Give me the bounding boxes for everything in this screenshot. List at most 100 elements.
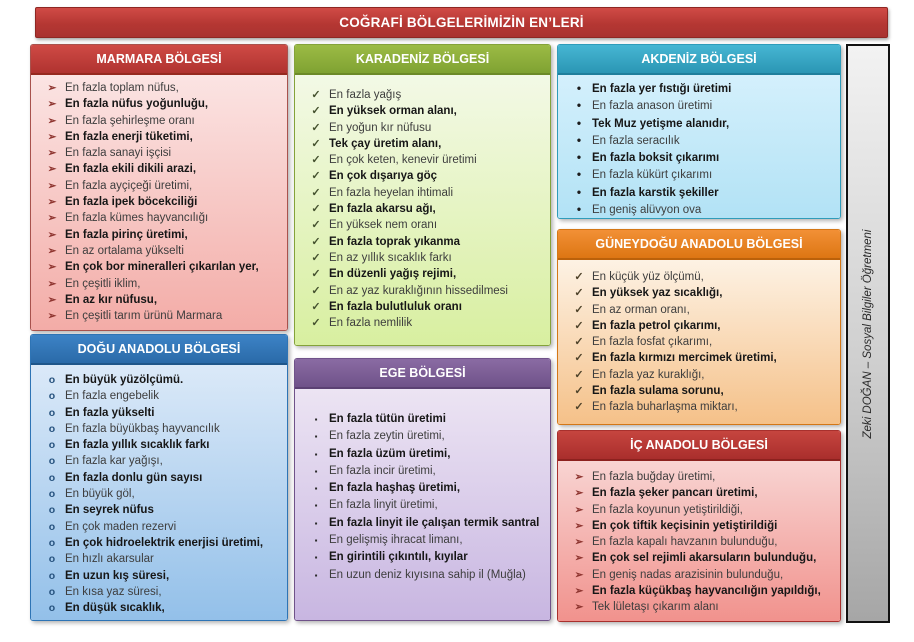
list-item: • En fazla karstik şekiller [566, 184, 836, 201]
dot-bullet-icon: • [576, 132, 582, 147]
dot-bullet-icon: • [576, 81, 582, 95]
item-text: En çok hidroelektrik enerjisi üretimi, [65, 536, 264, 549]
dot-bullet-icon: • [576, 115, 582, 130]
panel-akdeniz-list: • En fazla yer fıstığı üretimi • En fazla a… [558, 75, 840, 218]
list-item: ✓ En fazla yaz kuraklığı, [566, 367, 836, 383]
item-text: En az ortalama yükselti [65, 244, 184, 257]
item-text: En çok keten, kenevir üretimi [329, 154, 477, 167]
circle-bullet-icon: o [48, 439, 56, 452]
checkmark-bullet-icon: ✓ [574, 352, 584, 365]
arrow-bullet-icon: ➢ [47, 114, 57, 127]
panel-karadeniz-header: KARADENİZ BÖLGESİ [295, 45, 550, 75]
arrow-bullet-icon: ➢ [47, 179, 57, 192]
list-item: ▪ En gelişmiş ihracat limanı, [303, 532, 546, 549]
panel-ic-anadolu-list: ➢ En fazla buğday üretimi, ➢ En fazla şeker… [558, 461, 840, 621]
item-text: En kısa yaz süresi, [65, 585, 162, 598]
item-text: En fazla buharlaşma miktarı, [592, 401, 738, 414]
panel-ege: EGE BÖLGESİ ▪ En fazla tütün üretimi ▪ En f… [294, 358, 551, 621]
list-item: ➢ Tek lületaşı çıkarım alanı [566, 599, 836, 615]
item-text: En fazla yağış [329, 89, 402, 101]
item-text: En fazla bulutluluk oranı [329, 300, 462, 313]
item-text: En fazla pirinç üretimi, [65, 228, 188, 241]
item-text: En fazla nemlilik [329, 317, 413, 330]
item-text: En uzun deniz kıyısına sahip il (Muğla) [329, 568, 526, 581]
checkmark-bullet-icon: ✓ [311, 251, 321, 264]
credit-strip: Zeki DOĞAN – Sosyal Bilgiler Öğretmeni [846, 44, 890, 623]
item-text: En fazla nüfus yoğunluğu, [65, 98, 209, 111]
square-bullet-icon: ▪ [314, 449, 318, 459]
circle-bullet-icon: o [48, 553, 56, 566]
item-text: Tek lületaşı çıkarım alanı [592, 601, 719, 614]
arrow-bullet-icon: ➢ [47, 228, 57, 241]
arrow-bullet-icon: ➢ [47, 277, 57, 290]
list-item: o En fazla yükselti [39, 405, 283, 421]
list-item: ▪ En fazla tütün üretimi [303, 411, 546, 428]
item-text: En çeşitli iklim, [65, 277, 141, 290]
panel-marmara-list: ➢ En fazla toplam nüfus, ➢ En fazla nüfus y… [31, 75, 287, 330]
list-item: ▪ En fazla linyit ile çalışan termik sant… [303, 515, 546, 532]
list-item: • Tek Muz yetişme alanıdır, [566, 115, 836, 132]
list-item: o En çok maden rezervi [39, 519, 283, 535]
panel-karadeniz-list: ✓ En fazla yağış ✓ En yüksek orman alanı, ✓ E… [295, 75, 550, 345]
list-item: ✓ En çok dışarıya göç [303, 168, 546, 184]
item-text: En fazla kar yağışı, [65, 455, 163, 468]
item-text: En fazla üzüm üretimi, [329, 447, 451, 460]
list-item: ✓ En yüksek yaz sıcaklığı, [566, 285, 836, 301]
checkmark-bullet-icon: ✓ [574, 271, 584, 283]
list-item: o En seyrek nüfus [39, 502, 283, 518]
arrow-bullet-icon: ➢ [574, 552, 584, 565]
item-text: En fazla koyunun yetiştirildiği, [592, 503, 743, 516]
list-item: ➢ En çok bor mineralleri çıkarılan yer, [39, 259, 283, 275]
item-text: En çok bor mineralleri çıkarılan yer, [65, 261, 259, 274]
item-text: En fazla anason üretimi [592, 100, 713, 113]
list-item: o En fazla kar yağışı, [39, 453, 283, 469]
list-item: ✓ En yoğun kır nüfusu [303, 120, 546, 136]
arrow-bullet-icon: ➢ [574, 503, 584, 516]
square-bullet-icon: ▪ [314, 501, 318, 511]
item-text: En büyük yüzölçümü. [65, 374, 184, 386]
page-title: COĞRAFİ BÖLGELERİMİZİN EN’LERİ [35, 7, 888, 38]
item-text: En fazla kapalı havzanın bulunduğu, [592, 536, 778, 549]
list-item: o En kısa yaz süresi, [39, 584, 283, 600]
dot-bullet-icon: • [576, 202, 582, 217]
list-item: ▪ En fazla linyit üretimi, [303, 497, 546, 514]
item-text: En fazla kırmızı mercimek üretimi, [592, 352, 777, 365]
list-item: o En fazla donlu gün sayısı [39, 470, 283, 486]
list-item: ➢ En fazla toplam nüfus, [39, 80, 283, 96]
item-text: En az kır nüfusu, [65, 293, 158, 306]
item-text: En fazla sulama sorunu, [592, 385, 724, 398]
arrow-bullet-icon: ➢ [47, 147, 57, 160]
circle-bullet-icon: o [48, 471, 56, 484]
list-item: ✓ En az orman oranı, [566, 302, 836, 318]
item-text: En uzun kış süresi, [65, 569, 170, 582]
list-item: ➢ En fazla kümes hayvancılığı [39, 210, 283, 226]
item-text: En fazla kükürt çıkarımı [592, 169, 713, 182]
list-item: o En hızlı akarsular [39, 551, 283, 567]
item-text: Tek çay üretim alanı, [329, 137, 442, 150]
list-item: ✓ En yüksek orman alanı, [303, 103, 546, 119]
item-text: En fazla ayçiçeği üretimi, [65, 179, 193, 192]
dot-bullet-icon: • [576, 167, 582, 182]
checkmark-bullet-icon: ✓ [311, 89, 321, 101]
arrow-bullet-icon: ➢ [574, 536, 584, 549]
item-text: En fazla zeytin üretimi, [329, 430, 445, 443]
item-text: En fazla fosfat çıkarımı, [592, 336, 713, 349]
item-text: En çok tiftik keçisinin yetiştirildiği [592, 519, 778, 532]
item-text: En düşük sıcaklık, [65, 602, 165, 615]
circle-bullet-icon: o [48, 455, 56, 468]
arrow-bullet-icon: ➢ [47, 212, 57, 225]
panel-karadeniz: KARADENİZ BÖLGESİ ✓ En fazla yağış ✓ En yük… [294, 44, 551, 346]
item-text: En geniş alüvyon ova [592, 204, 702, 217]
credit-text: Zeki DOĞAN – Sosyal Bilgiler Öğretmeni [862, 229, 874, 438]
circle-bullet-icon: o [48, 602, 56, 615]
item-text: En fazla şeker pancarı üretimi, [592, 487, 758, 500]
list-item: ➢ En fazla şeker pancarı üretimi, [566, 485, 836, 501]
circle-bullet-icon: o [48, 536, 56, 549]
checkmark-bullet-icon: ✓ [574, 303, 584, 316]
list-item: ✓ En fazla petrol çıkarımı, [566, 318, 836, 334]
item-text: En fazla yaz kuraklığı, [592, 368, 705, 381]
checkmark-bullet-icon: ✓ [311, 137, 321, 150]
panel-guneydogu-anadolu: GÜNEYDOĞU ANADOLU BÖLGESİ ✓ En küçük yüz … [557, 229, 841, 425]
panel-dogu-anadolu: DOĞU ANADOLU BÖLGESİ o En büyük yüzölçümü… [30, 334, 288, 621]
list-item: ✓ En fazla akarsu ağı, [303, 201, 546, 217]
